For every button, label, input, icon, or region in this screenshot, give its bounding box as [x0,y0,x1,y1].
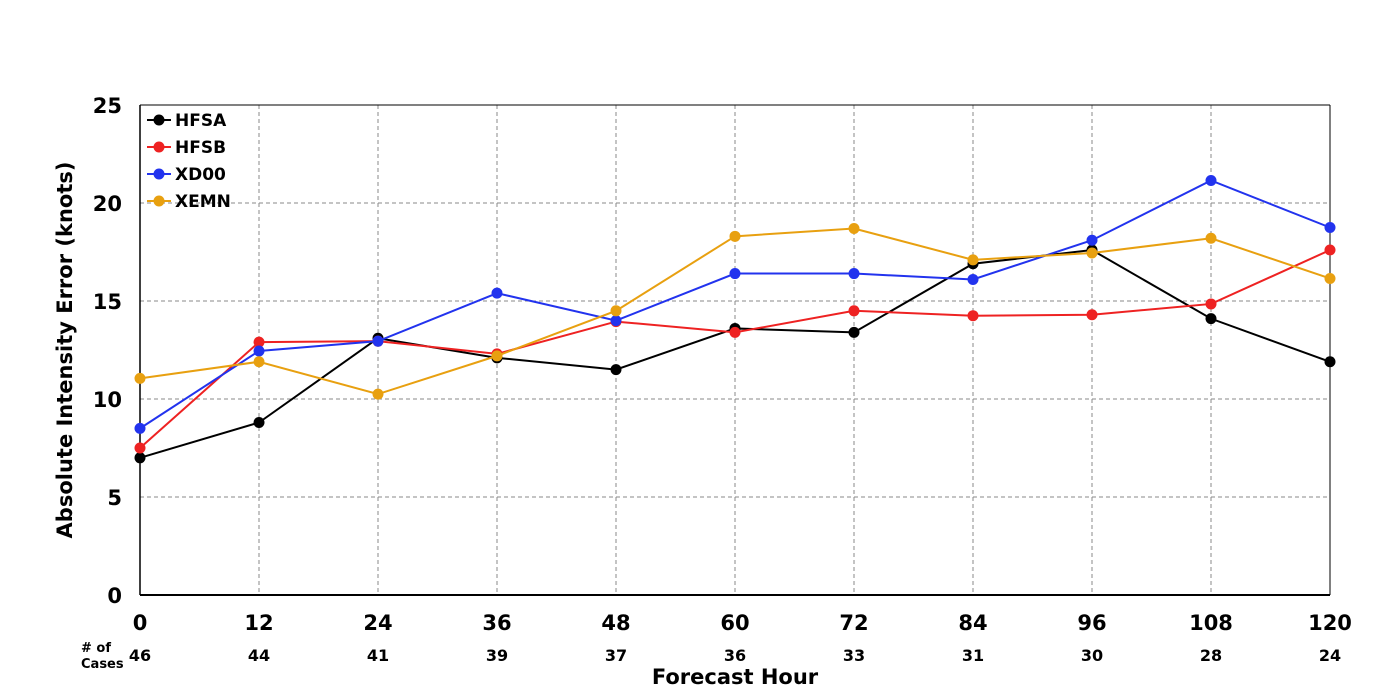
series-line-hfsb [139,249,1331,449]
legend: HFSA HFSB XD00 XEMN [147,111,231,212]
data-point-xd00 [372,335,384,347]
data-point-hfsb [1205,298,1217,310]
x-tick-label: 120 [1308,611,1352,635]
data-point-hfsb [1086,309,1098,321]
tick-labels: 0 5 10 15 20 25 0 12 24 36 48 60 72 84 96 108 120 [93,94,1352,635]
y-tick-label: 5 [107,486,122,510]
cases-count: 31 [962,646,984,665]
y-tick-label: 10 [93,388,122,412]
y-tick-label: 0 [107,584,122,608]
x-tick-label: 12 [244,611,273,635]
data-point-xemn [729,230,741,242]
cases-count: 30 [1081,646,1103,665]
data-point-xemn [1324,272,1336,284]
cases-count: 24 [1319,646,1341,665]
legend-label-xd00: XD00 [175,165,226,185]
data-point-xd00 [1205,174,1217,186]
data-point-xemn [610,305,622,317]
cases-count: 46 [129,646,151,665]
data-point-hfsb [967,310,979,322]
data-point-xd00 [967,273,979,285]
data-point-hfsa [1324,356,1336,368]
data-point-hfsb [134,442,146,454]
data-point-hfsa [253,417,265,429]
cases-count: 28 [1200,646,1222,665]
legend-marker-hfsb [153,141,165,153]
cases-count: 44 [248,646,270,665]
cases-count: 37 [605,646,627,665]
y-tick-label: 20 [93,192,122,216]
data-point-hfsb [729,326,741,338]
x-tick-label: 84 [958,611,987,635]
legend-marker-hfsa [153,114,165,126]
data-point-xemn [372,388,384,400]
data-point-xd00 [729,268,741,280]
x-tick-label: 36 [482,611,511,635]
y-tick-label: 25 [93,94,122,118]
axes [139,104,1331,596]
cases-count: 41 [367,646,389,665]
x-tick-label: 24 [363,611,392,635]
data-point-xemn [1205,232,1217,244]
legend-label-hfsa: HFSA [175,111,227,131]
data-point-xd00 [1324,222,1336,233]
data-point-hfsa [134,452,146,464]
x-tick-label: 108 [1189,611,1233,635]
grid [140,105,1330,595]
data-point-xd00 [610,315,622,327]
legend-label-xemn: XEMN [175,192,231,212]
legend-label-hfsb: HFSB [175,138,226,158]
data-point-hfsa [848,326,860,338]
data-point-hfsa [1205,313,1217,325]
data-point-xd00 [1086,234,1098,246]
x-tick-label: 60 [720,611,749,635]
data-point-hfsa [610,364,622,376]
data-point-hfsb [1324,244,1336,256]
data-point-xd00 [253,345,265,357]
series-layer [134,174,1336,464]
legend-marker-xemn [153,195,165,207]
data-point-hfsb [848,305,860,317]
data-point-hfsb [253,336,265,348]
data-point-xemn [967,254,979,266]
data-point-xemn [491,350,503,362]
data-point-xd00 [848,268,860,280]
data-point-xemn [848,222,860,234]
x-tick-label: 48 [601,611,630,635]
data-point-xemn [1086,247,1098,259]
x-tick-label: 96 [1077,611,1106,635]
data-point-xd00 [134,422,146,434]
cases-label-line1: # of [81,641,111,656]
data-point-xemn [134,372,146,384]
x-tick-label: 72 [839,611,868,635]
cases-label-line2: Cases [81,657,124,672]
x-axis-label: Forecast Hour [652,665,819,689]
x-tick-label: 0 [133,611,148,635]
cases-count: 33 [843,646,865,665]
legend-marker-xd00 [153,168,165,180]
data-point-xemn [253,356,265,368]
y-axis-label: Absolute Intensity Error (knots) [53,162,77,539]
y-tick-label: 15 [93,290,122,314]
cases-count: 39 [486,646,508,665]
cases-count: 36 [724,646,746,665]
data-point-xd00 [491,287,503,299]
